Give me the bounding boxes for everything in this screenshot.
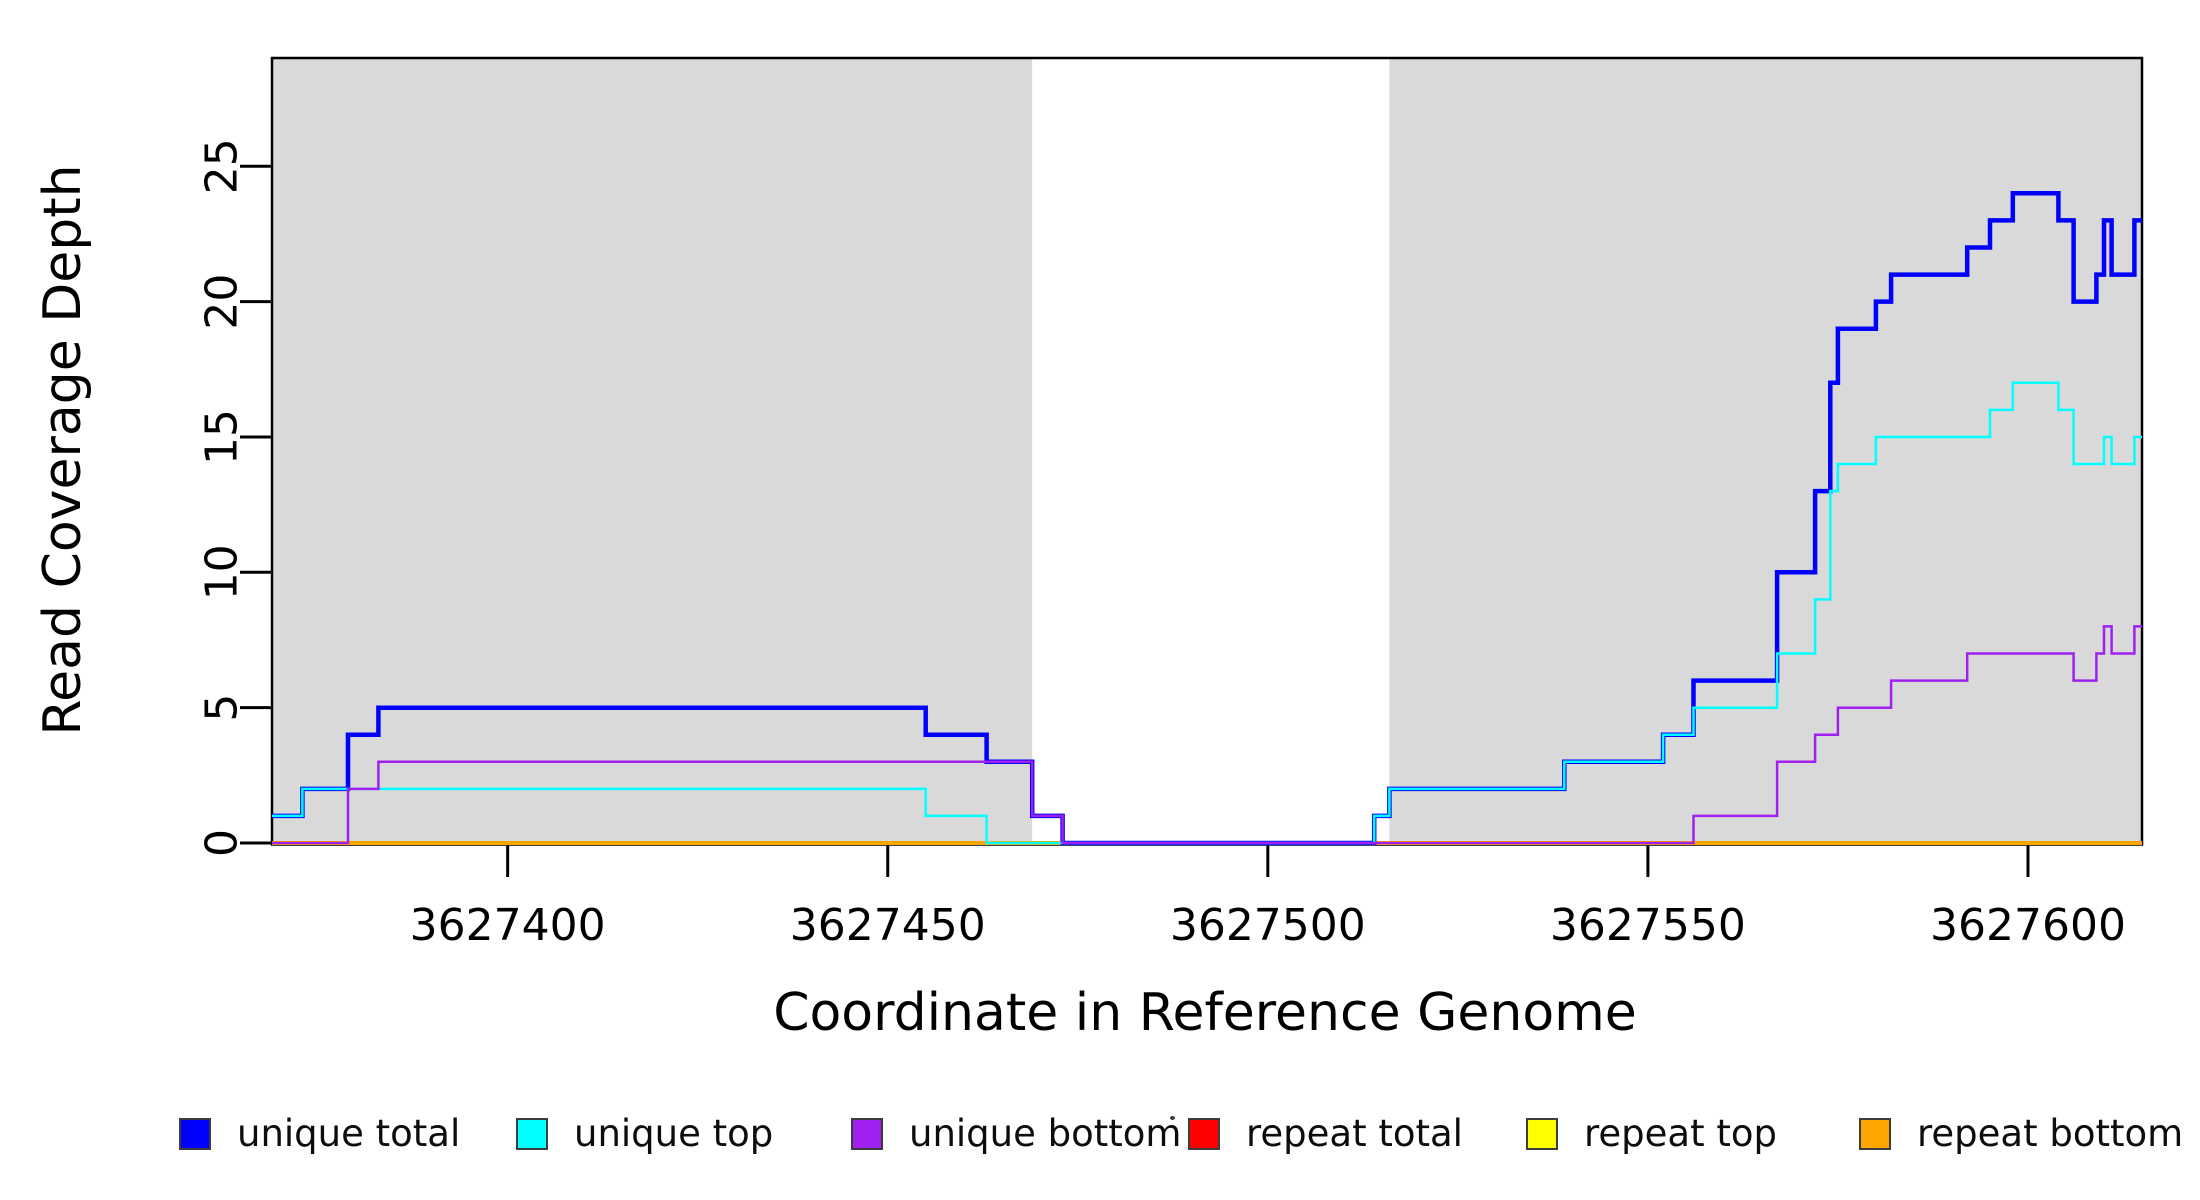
y-tick-label-1: 5 [197,694,248,722]
shaded-repeat-regions [272,58,2142,843]
legend-swatch-icon [1188,1118,1220,1150]
legend: unique total unique top unique bottom repea… [0,0,2200,1152]
legend-label: unique bottom [909,1112,1182,1155]
x-axis-title: Coordinate in Reference Genome [773,983,1637,1043]
legend-item-repeat-bottom: repeat bottom [1859,1112,2184,1155]
x-tick-label-1: 3627450 [790,900,986,951]
legend-label: repeat total [1246,1112,1463,1155]
series-line-unique-bottom [272,625,2142,845]
series-step-lines [272,191,2142,846]
legend-item-repeat-top: repeat top [1526,1112,1777,1155]
y-axis-ticks: 0 5 10 15 20 25 [197,138,271,857]
series-line-unique-total [272,191,2142,846]
x-tick-label-0: 3627400 [410,900,606,951]
y-tick-label-0: 0 [197,829,248,857]
legend-swatch-icon [1526,1118,1558,1150]
legend-swatch-icon [179,1118,211,1150]
shaded-region-2 [1389,58,2142,843]
y-axis-title: Read Coverage Depth [33,164,93,735]
y-tick-label-4: 20 [197,274,248,330]
stray-dot-artifact [1170,1116,1175,1120]
legend-item-repeat-total: repeat total [1188,1112,1463,1155]
shaded-region-1 [272,58,1033,843]
x-tick-label-4: 3627600 [1930,900,2126,951]
legend-item-unique-top: unique top [516,1112,774,1155]
legend-item-unique-total: unique total [179,1112,461,1155]
y-tick-label-5: 25 [197,138,248,194]
legend-item-unique-bottom: unique bottom [851,1112,1182,1155]
x-axis-ticks: 3627400 3627450 3627500 3627550 3627600 [410,845,2126,951]
legend-label: unique top [574,1112,774,1155]
x-tick-label-2: 3627500 [1170,900,1366,951]
y-tick-label-2: 10 [197,544,248,600]
legend-swatch-icon [851,1118,883,1150]
legend-label: repeat top [1584,1112,1777,1155]
legend-swatch-icon [516,1118,548,1150]
legend-label: repeat bottom [1917,1112,2184,1155]
x-tick-label-3: 3627550 [1550,900,1746,951]
y-tick-label-3: 15 [197,409,248,465]
legend-swatch-icon [1859,1118,1891,1150]
legend-label: unique total [237,1112,461,1155]
